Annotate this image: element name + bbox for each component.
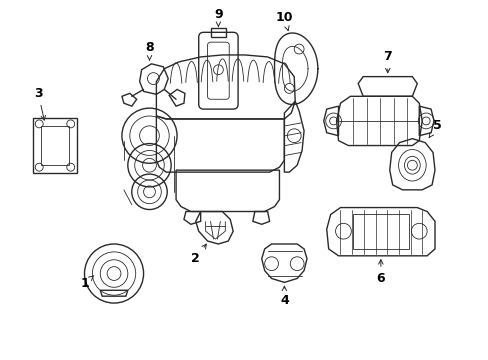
Text: 3: 3: [34, 87, 45, 120]
Text: 7: 7: [383, 50, 391, 73]
Text: 8: 8: [145, 41, 154, 60]
Text: 2: 2: [191, 244, 206, 265]
Text: 6: 6: [376, 260, 385, 285]
Text: 9: 9: [214, 8, 222, 27]
Text: 1: 1: [80, 276, 94, 290]
Text: 10: 10: [275, 11, 292, 31]
Text: 5: 5: [428, 120, 441, 138]
Text: 4: 4: [280, 286, 288, 307]
